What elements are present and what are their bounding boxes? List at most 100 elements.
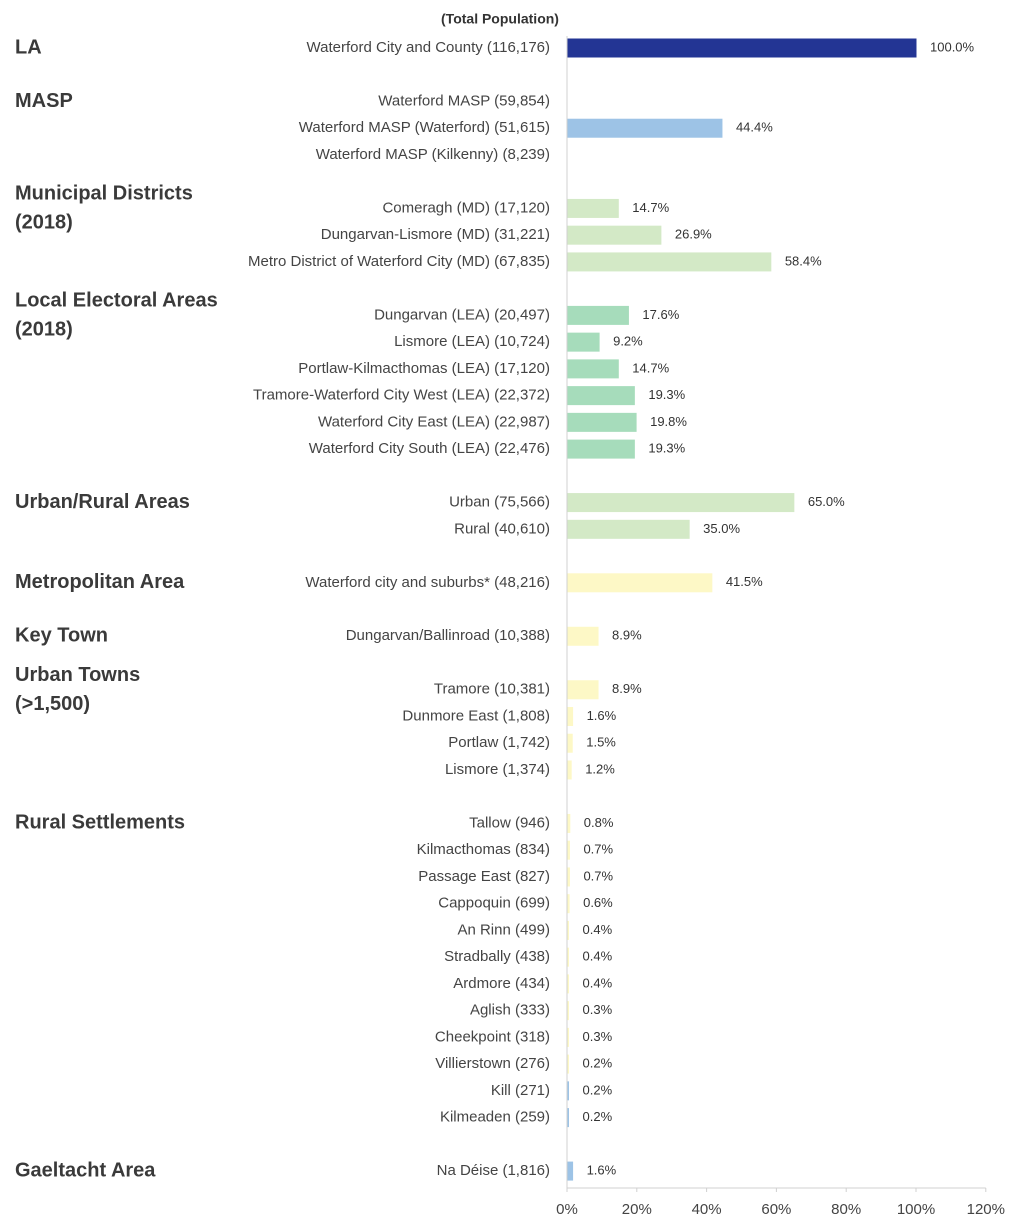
category-label: Waterford MASP (59,854) <box>378 92 550 109</box>
x-tick-label: 60% <box>761 1201 791 1218</box>
bar <box>567 118 723 138</box>
group-label: Rural Settlements <box>15 812 185 834</box>
category-label: Portlaw (1,742) <box>448 734 550 751</box>
category-label: Cappoquin (699) <box>438 895 550 912</box>
value-label: 0.7% <box>583 868 613 883</box>
value-label: 19.3% <box>648 387 685 402</box>
category-label: Kill (271) <box>491 1082 550 1099</box>
value-label: 19.3% <box>648 441 685 456</box>
value-label: 65.0% <box>808 494 845 509</box>
value-label: 14.7% <box>632 200 669 215</box>
value-label: 44.4% <box>736 120 773 135</box>
category-label: Dungarvan/Ballinroad (10,388) <box>346 627 550 644</box>
group-label: Local Electoral Areas <box>15 290 218 312</box>
bar <box>567 38 917 58</box>
group-label: (>1,500) <box>15 693 90 715</box>
category-label: Aglish (333) <box>470 1002 550 1019</box>
bar <box>567 305 629 325</box>
category-label: Tramore-Waterford City West (LEA) (22,37… <box>253 387 550 404</box>
group-label: Urban Towns <box>15 664 140 686</box>
value-label: 0.7% <box>583 842 613 857</box>
bar <box>567 760 572 780</box>
bar <box>567 894 570 914</box>
x-tick-label: 40% <box>692 1201 722 1218</box>
category-label: Tallow (946) <box>469 814 550 831</box>
value-label: 1.2% <box>585 761 615 776</box>
value-label: 0.2% <box>583 1082 613 1097</box>
bar <box>567 707 574 726</box>
bar <box>567 813 571 833</box>
category-label: Lismore (LEA) (10,724) <box>394 333 550 350</box>
value-label: 100.0% <box>930 39 975 54</box>
bar <box>567 680 599 700</box>
category-label: Dunmore East (1,808) <box>402 707 550 724</box>
category-label: Villierstown (276) <box>435 1055 550 1072</box>
category-label: Ardmore (434) <box>453 975 550 992</box>
x-tick-label: 80% <box>831 1201 861 1218</box>
bar <box>567 920 569 940</box>
category-label: Passage East (827) <box>418 868 550 885</box>
category-label: Kilmacthomas (834) <box>417 841 550 858</box>
category-label: Rural (40,610) <box>454 520 550 537</box>
group-label: Metropolitan Area <box>15 571 185 593</box>
value-label: 41.5% <box>726 574 763 589</box>
value-label: 9.2% <box>613 334 643 349</box>
category-label: Lismore (1,374) <box>445 761 550 778</box>
bar <box>567 1081 569 1101</box>
bar <box>567 198 619 218</box>
category-label: Metro District of Waterford City (MD) (6… <box>248 253 550 270</box>
category-label: Waterford MASP (Waterford) (51,615) <box>299 119 550 136</box>
category-label: Kilmeaden (259) <box>440 1109 550 1126</box>
x-tick-label: 20% <box>622 1201 652 1218</box>
value-label: 0.4% <box>583 949 613 964</box>
category-label: Dungarvan-Lismore (MD) (31,221) <box>321 226 550 243</box>
category-label: An Rinn (499) <box>457 921 550 938</box>
value-label: 0.2% <box>583 1109 613 1124</box>
value-label: 0.2% <box>583 1056 613 1071</box>
value-label: 0.4% <box>583 922 613 937</box>
bar <box>567 626 599 646</box>
value-label: 19.8% <box>650 414 687 429</box>
category-label: Portlaw-Kilmacthomas (LEA) (17,120) <box>298 360 550 377</box>
group-label: (2018) <box>15 319 73 341</box>
bar <box>567 974 569 994</box>
category-label: Stradbally (438) <box>444 948 550 965</box>
group-label: Municipal Districts <box>15 183 193 205</box>
category-label: Waterford City East (LEA) (22,987) <box>318 413 550 430</box>
group-label: LA <box>15 36 42 58</box>
bar <box>567 412 637 432</box>
bar <box>567 1001 569 1021</box>
group-label: Urban/Rural Areas <box>15 491 190 513</box>
bar <box>567 840 570 860</box>
bar <box>567 386 635 406</box>
bar <box>567 1054 569 1074</box>
value-label: 0.8% <box>584 815 614 830</box>
value-label: 17.6% <box>642 307 679 322</box>
category-label: Cheekpoint (318) <box>435 1028 550 1045</box>
value-label: 1.5% <box>586 735 616 750</box>
group-label: MASP <box>15 90 73 112</box>
value-label: 8.9% <box>612 628 642 643</box>
bar <box>567 519 690 539</box>
bar <box>567 1161 574 1181</box>
bar <box>567 1108 569 1128</box>
group-label: Gaeltacht Area <box>15 1159 156 1181</box>
category-label: Waterford MASP (Kilkenny) (8,239) <box>316 146 550 163</box>
bar <box>567 867 570 887</box>
bar <box>567 439 635 459</box>
category-label: Urban (75,566) <box>449 494 550 511</box>
bar <box>567 359 619 379</box>
value-label: 0.3% <box>583 1002 613 1017</box>
value-label: 8.9% <box>612 681 642 696</box>
category-label: Dungarvan (LEA) (20,497) <box>374 306 550 323</box>
value-label: 1.6% <box>587 1163 617 1178</box>
column-title: (Total Population) <box>441 11 559 27</box>
bar <box>567 493 795 513</box>
category-label: Na Déise (1,816) <box>437 1162 550 1179</box>
value-label: 14.7% <box>632 360 669 375</box>
bar <box>567 733 573 753</box>
bar <box>567 252 772 272</box>
value-label: 0.4% <box>583 975 613 990</box>
x-tick-label: 120% <box>967 1201 1005 1218</box>
